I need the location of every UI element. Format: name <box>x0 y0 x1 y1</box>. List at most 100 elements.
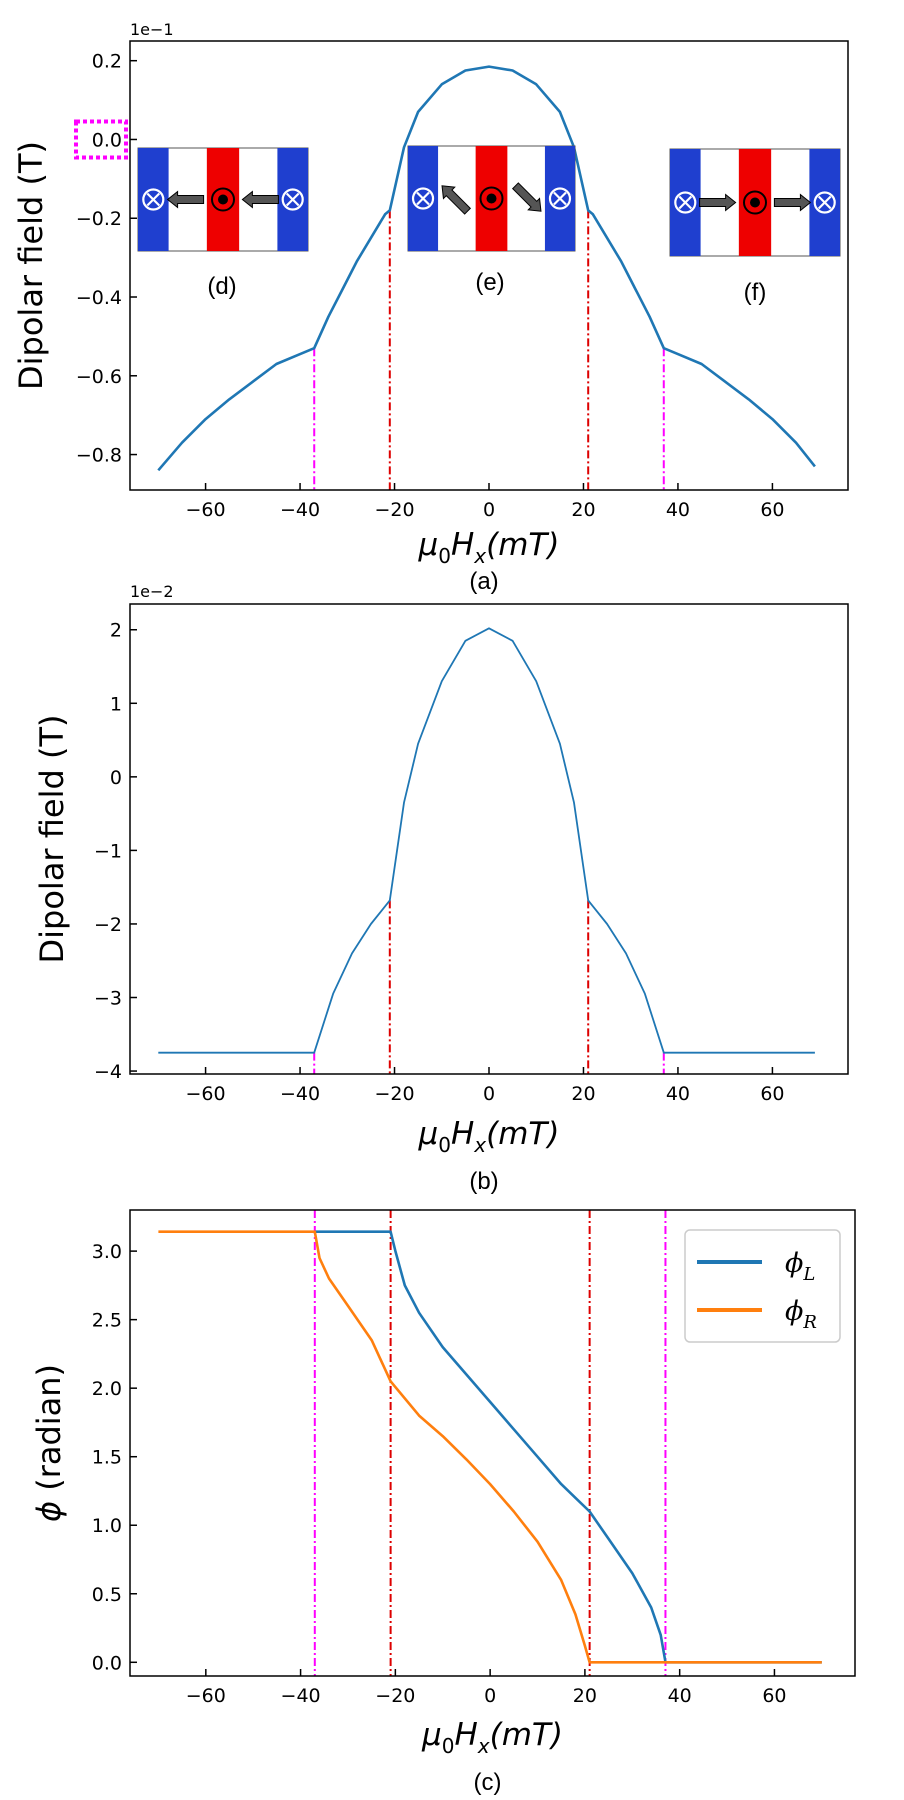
y-axis-label: Dipolar field (T) <box>33 715 71 964</box>
offset-text: 1e−2 <box>130 582 174 601</box>
dot-center <box>218 194 228 205</box>
arrow-shape <box>511 182 542 212</box>
arrow-shape <box>773 193 812 212</box>
y-tick-label: −0.8 <box>76 445 122 467</box>
axes-frame <box>129 1209 856 1677</box>
y-tick-label: 0.2 <box>92 51 122 73</box>
magnet-arrow <box>441 185 472 215</box>
x-tick-label: 40 <box>668 1685 692 1707</box>
x-tick-label: 40 <box>666 1083 690 1105</box>
dot-center <box>486 193 497 204</box>
arrow-shape <box>699 193 737 212</box>
inset-(d): (d) <box>137 147 309 300</box>
x-axis-label: μ0Hx(mT) <box>418 527 560 568</box>
panel-caption: (a) <box>469 568 498 595</box>
chart-c: −60 −40 −20 0 20 40 60 3.0 2.5 2.0 1.5 1.0 0.5 0.0 ϕ (… <box>30 1209 856 1796</box>
y-tick-label: 0.0 <box>92 1652 122 1674</box>
dot-symbol-icon <box>479 186 504 211</box>
cross-symbol-icon <box>813 191 836 214</box>
x-tick-label: 20 <box>573 1685 597 1707</box>
legend-label: ϕL <box>785 1248 815 1285</box>
axes-frame <box>129 603 849 1075</box>
x-tick-label: −60 <box>186 1685 226 1707</box>
x-tick-label: −60 <box>186 499 226 521</box>
y-tick-label: −1 <box>94 840 122 862</box>
magnet-arrow <box>166 190 205 209</box>
cross-line <box>416 191 430 206</box>
cross-symbol-icon <box>281 188 304 211</box>
x-tick-label: −40 <box>281 1685 321 1707</box>
axes-frame <box>129 40 849 491</box>
arrow-shape <box>441 185 472 215</box>
chart-a: −60 −40 −20 0 20 40 60 0.2 0.0 −0.2 −0.4 −0.6 −0.8 1e… <box>12 20 849 595</box>
x-tick-label: −20 <box>374 1083 414 1105</box>
magnet-arrow <box>511 182 542 212</box>
dot-center <box>750 197 760 208</box>
y-tick-label: −0.4 <box>76 287 122 309</box>
magnet-arrow <box>241 190 279 209</box>
y-tick-label: 3.0 <box>92 1241 122 1263</box>
x-tick-label: 0 <box>483 499 495 521</box>
x-tick-label: 0 <box>484 1685 496 1707</box>
offset-text: 1e−1 <box>130 20 174 39</box>
chart-b: −60 −40 −20 0 20 40 60 2 1 0 −1 −2 −3 −4 1e−2 Dipolar f… <box>33 582 849 1195</box>
y-tick-label: 0.0 <box>92 129 122 151</box>
magnet-arrow <box>773 193 812 212</box>
inset-caption: (f) <box>744 279 767 306</box>
series-line-0 <box>158 627 815 1054</box>
cross-symbol-icon <box>548 187 572 210</box>
cross-symbol-icon <box>142 188 165 211</box>
x-tick-label: −20 <box>374 499 414 521</box>
x-tick-label: −20 <box>375 1685 415 1707</box>
dot-symbol-icon <box>743 190 767 215</box>
inset-(e): (e) <box>407 145 576 296</box>
cross-symbol-icon <box>674 191 697 214</box>
inset-caption: (d) <box>207 273 236 300</box>
y-axis-label: ϕ (radian) <box>30 1364 68 1522</box>
x-tick-label: 20 <box>571 499 595 521</box>
cross-line <box>817 195 832 210</box>
y-tick-label: −3 <box>94 988 122 1010</box>
highlight-box <box>74 119 128 160</box>
x-tick-label: 40 <box>666 499 690 521</box>
inset-(f): (f) <box>669 148 841 306</box>
panel-caption: (b) <box>469 1168 498 1195</box>
legend: ϕL ϕR <box>684 1229 841 1343</box>
x-axis-label: μ0Hx(mT) <box>421 1717 563 1758</box>
x-tick-label: 60 <box>760 499 784 521</box>
series-line-1 <box>158 1230 822 1664</box>
cross-line <box>553 191 567 206</box>
dot-symbol-icon <box>211 187 235 212</box>
x-tick-label: 60 <box>760 1083 784 1105</box>
x-tick-label: −40 <box>280 499 320 521</box>
y-tick-label: 1.0 <box>92 1515 122 1537</box>
legend-box <box>684 1229 841 1343</box>
y-tick-label: 0.5 <box>92 1584 122 1606</box>
x-axis-label: μ0Hx(mT) <box>418 1116 560 1157</box>
x-tick-label: 20 <box>571 1083 595 1105</box>
y-tick-label: 1 <box>110 693 122 715</box>
series-line-0 <box>157 65 816 472</box>
x-tick-label: 60 <box>762 1685 786 1707</box>
panel-caption: (c) <box>474 1769 502 1796</box>
magnet-arrow <box>699 193 737 212</box>
x-tick-label: 0 <box>483 1083 495 1105</box>
y-axis-label: Dipolar field (T) <box>12 141 50 390</box>
cross-line <box>146 192 161 207</box>
y-tick-label: −2 <box>94 914 122 936</box>
x-tick-label: −40 <box>280 1083 320 1105</box>
y-tick-label: 2.0 <box>92 1378 122 1400</box>
y-tick-label: −0.6 <box>76 366 122 388</box>
y-tick-label: −4 <box>94 1061 122 1083</box>
cross-symbol-icon <box>411 187 435 210</box>
y-tick-label: 0 <box>110 767 122 789</box>
inset-caption: (e) <box>475 269 504 296</box>
y-tick-label: 1.5 <box>92 1447 122 1469</box>
y-tick-label: 2.5 <box>92 1310 122 1332</box>
y-tick-label: −0.2 <box>76 208 122 230</box>
cross-line <box>285 192 300 207</box>
legend-label: ϕR <box>785 1296 817 1333</box>
arrow-shape <box>166 190 205 209</box>
x-tick-label: −60 <box>186 1083 226 1105</box>
